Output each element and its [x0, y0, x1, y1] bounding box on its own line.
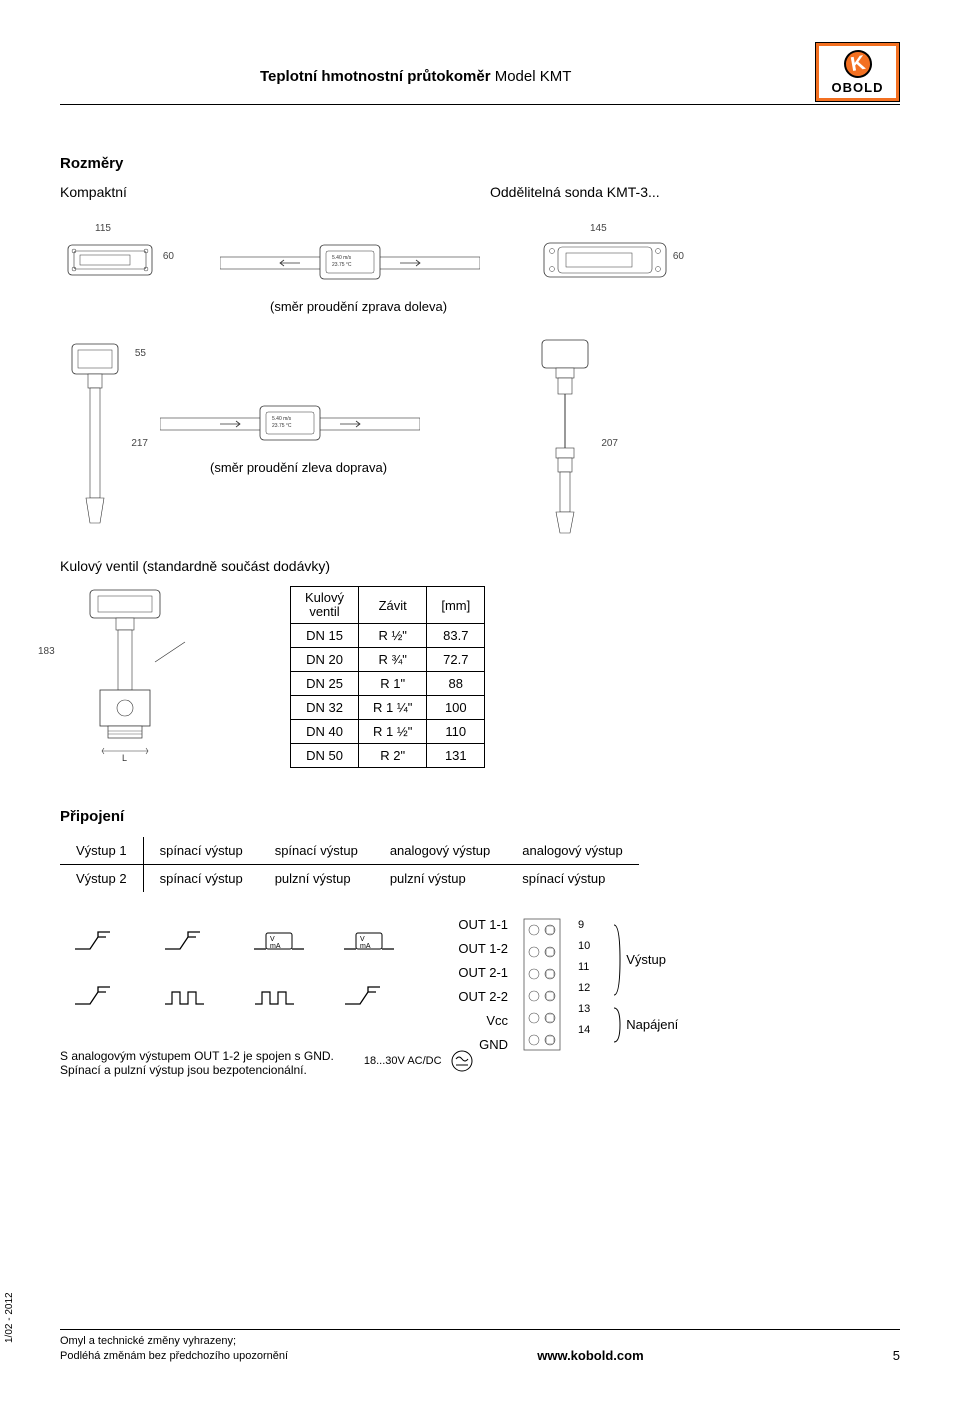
table-cell: R 1 ½" — [359, 720, 427, 744]
table-cell: 72.7 — [427, 648, 485, 672]
pin-numbers: 9 10 11 12 13 14 — [578, 919, 590, 1036]
table-cell: 110 — [427, 720, 485, 744]
terminal-block — [518, 917, 568, 1052]
table-cell: R 1 ¼" — [359, 696, 427, 720]
section-dimensions: Rozměry — [60, 155, 900, 172]
page-footer: Omyl a technické změny vyhrazeny; Podléh… — [60, 1329, 900, 1363]
table-cell: 131 — [427, 744, 485, 768]
subtitle-remote: Oddělitelná sonda KMT-3... — [490, 184, 660, 200]
drawings-row-2: 55 217 5.40 m/s 23.75 °C (směr prouděn — [60, 338, 900, 538]
valve-header-0: Kulovýventil — [291, 586, 359, 624]
ball-valve-title: Kulový ventil (standardně součást dodávk… — [60, 558, 900, 574]
out-2-2-label: OUT 2-2 — [458, 989, 508, 1004]
page-header: Teplotní hmotnostní průtokoměr Model KMT… — [60, 50, 900, 105]
table-cell: R 1" — [359, 672, 427, 696]
table-cell: R 2" — [359, 744, 427, 768]
flow-caption-1: (směr proudění zprava doleva) — [270, 297, 480, 318]
remote-top-view — [540, 237, 670, 282]
page-title: Teplotní hmotnostní průtokoměr Model KMT — [260, 68, 571, 85]
output-brace-labels: Výstup Napájení — [612, 917, 678, 1047]
table-cell: DN 40 — [291, 720, 359, 744]
table-cell: R ¾" — [359, 648, 427, 672]
gnd-label: GND — [479, 1037, 508, 1052]
svg-text:V: V — [270, 936, 275, 943]
table-cell: DN 20 — [291, 648, 359, 672]
svg-text:23.75 °C: 23.75 °C — [332, 262, 352, 268]
out-2-1-label: OUT 2-1 — [458, 965, 508, 980]
inline-sensor-1: 5.40 m/s 23.75 °C — [220, 237, 480, 287]
flow-caption-2: (směr proudění zleva doprava) — [210, 458, 420, 479]
footer-page: 5 — [893, 1348, 900, 1363]
valve-drawing: L — [60, 586, 190, 766]
table-cell: DN 50 — [291, 744, 359, 768]
output-1-label: Výstup 1 — [60, 837, 143, 865]
analog-note: S analogovým výstupem OUT 1-2 je spojen … — [60, 1049, 334, 1077]
out-1-2-label: OUT 1-2 — [458, 941, 508, 956]
table-cell: DN 25 — [291, 672, 359, 696]
svg-text:5.40 m/s: 5.40 m/s — [272, 416, 292, 422]
connection-diagram: VmA VmA OUT 1-1 OUT 1-2 OUT 2-1 OUT 2-2 … — [60, 917, 900, 1052]
date-code: 1/02 - 2012 — [4, 1292, 15, 1343]
table-cell: 100 — [427, 696, 485, 720]
inline-sensor-2: 5.40 m/s 23.75 °C — [160, 398, 420, 448]
section-connection: Připojení — [60, 808, 900, 825]
remote-side-view — [530, 338, 600, 538]
vcc-label: Vcc — [486, 1013, 508, 1028]
compact-side-view — [60, 338, 130, 538]
svg-text:mA: mA — [270, 943, 281, 950]
valve-header-1: Závit — [359, 586, 427, 624]
connection-table: Výstup 1 spínací výstup spínací výstup a… — [60, 837, 639, 892]
valve-header-2: [mm] — [427, 586, 485, 624]
svg-text:mA: mA — [360, 943, 371, 950]
table-cell: R ½" — [359, 624, 427, 648]
out-1-1-label: OUT 1-1 — [458, 917, 508, 932]
table-cell: DN 15 — [291, 624, 359, 648]
svg-text:5.40 m/s: 5.40 m/s — [332, 255, 352, 261]
compact-top-view — [60, 237, 160, 282]
subtitle-row: Kompaktní Oddělitelná sonda KMT-3... — [60, 184, 900, 212]
svg-text:V: V — [360, 936, 365, 943]
output-2-label: Výstup 2 — [60, 865, 143, 893]
table-cell: 83.7 — [427, 624, 485, 648]
table-cell: DN 32 — [291, 696, 359, 720]
valve-section: 183 L Kulovýventil Závi — [60, 586, 900, 769]
brand-logo: K OBOLD — [815, 42, 900, 102]
svg-text:23.75 °C: 23.75 °C — [272, 423, 292, 429]
valve-table: Kulovýventil Závit [mm] DN 15R ½"83.7 DN … — [290, 586, 485, 769]
subtitle-compact: Kompaktní — [60, 184, 370, 200]
drawings-row-1: 115 60 5.40 m/s 23.75 °C — [60, 237, 900, 318]
svg-text:L: L — [122, 753, 127, 763]
acdc-symbol — [450, 1049, 474, 1073]
table-cell: 88 — [427, 672, 485, 696]
footer-url: www.kobold.com — [537, 1348, 643, 1363]
